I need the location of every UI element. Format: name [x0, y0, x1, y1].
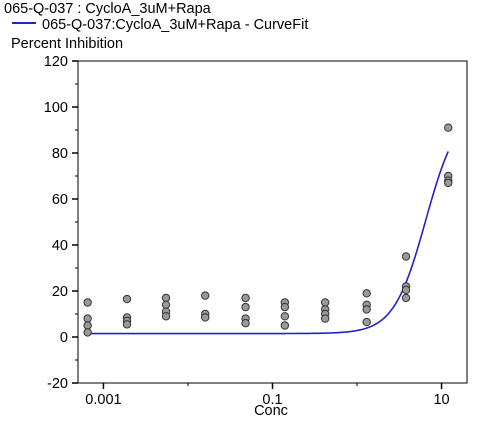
- y-axis-label: Percent Inhibition: [11, 36, 124, 52]
- data-point: [161, 293, 171, 303]
- data-point: [83, 321, 92, 330]
- y-tick-label: 40: [52, 238, 68, 254]
- data-point: [122, 320, 132, 329]
- x-tick-label: 0.001: [85, 392, 121, 408]
- data-points: [83, 123, 453, 337]
- x-tick-label: 10: [433, 392, 449, 408]
- data-point: [280, 302, 290, 312]
- data-point: [83, 328, 92, 337]
- y-tick-label: 100: [44, 100, 68, 116]
- data-point: [201, 313, 210, 322]
- y-tick-label: 120: [44, 54, 68, 70]
- data-point: [280, 321, 290, 330]
- data-point: [320, 298, 330, 307]
- data-point: [241, 302, 250, 312]
- data-point: [362, 305, 371, 314]
- fit-curve-line: [87, 151, 449, 335]
- plot-frame: [77, 60, 468, 384]
- x-tick-label: 0.1: [262, 392, 282, 408]
- data-point: [83, 298, 92, 307]
- y-tick-label: -20: [47, 376, 68, 392]
- legend-data-series: 065-Q-037 : CycloA_3uM+Rapa: [4, 1, 308, 17]
- data-point: [241, 319, 250, 328]
- fit-curve-layer: [87, 151, 449, 335]
- data-point: [362, 317, 371, 327]
- data-point: [320, 314, 330, 323]
- data-point: [241, 293, 250, 303]
- legend-fit-series: 065-Q-037:CycloA_3uM+Rapa - CurveFit: [4, 17, 308, 33]
- data-point: [444, 178, 453, 188]
- data-point: [401, 293, 411, 303]
- legend: 065-Q-037 : CycloA_3uM+Rapa 065-Q-037:Cy…: [4, 1, 308, 33]
- data-point: [401, 285, 411, 295]
- y-tick-label: 20: [52, 284, 68, 300]
- legend-data-series-label: 065-Q-037 : CycloA_3uM+Rapa: [4, 1, 211, 17]
- data-point: [201, 291, 210, 300]
- data-point: [401, 252, 411, 261]
- data-point: [444, 123, 453, 132]
- data-point: [362, 289, 371, 298]
- data-point: [161, 312, 171, 321]
- data-point: [161, 300, 171, 309]
- data-point: [83, 314, 92, 323]
- data-point: [280, 312, 290, 321]
- x-axis-label: Conc: [254, 403, 288, 419]
- y-tick-label: 60: [52, 192, 68, 208]
- axes: -20 0 20 40 60 80 100 120 0.001 0.1 10: [44, 54, 468, 408]
- legend-fit-series-label: 065-Q-037:CycloA_3uM+Rapa - CurveFit: [42, 17, 309, 33]
- data-point: [122, 294, 132, 304]
- legend-fit-line-swatch: [12, 22, 36, 25]
- y-tick-label: 0: [60, 330, 68, 346]
- y-tick-label: 80: [52, 146, 68, 162]
